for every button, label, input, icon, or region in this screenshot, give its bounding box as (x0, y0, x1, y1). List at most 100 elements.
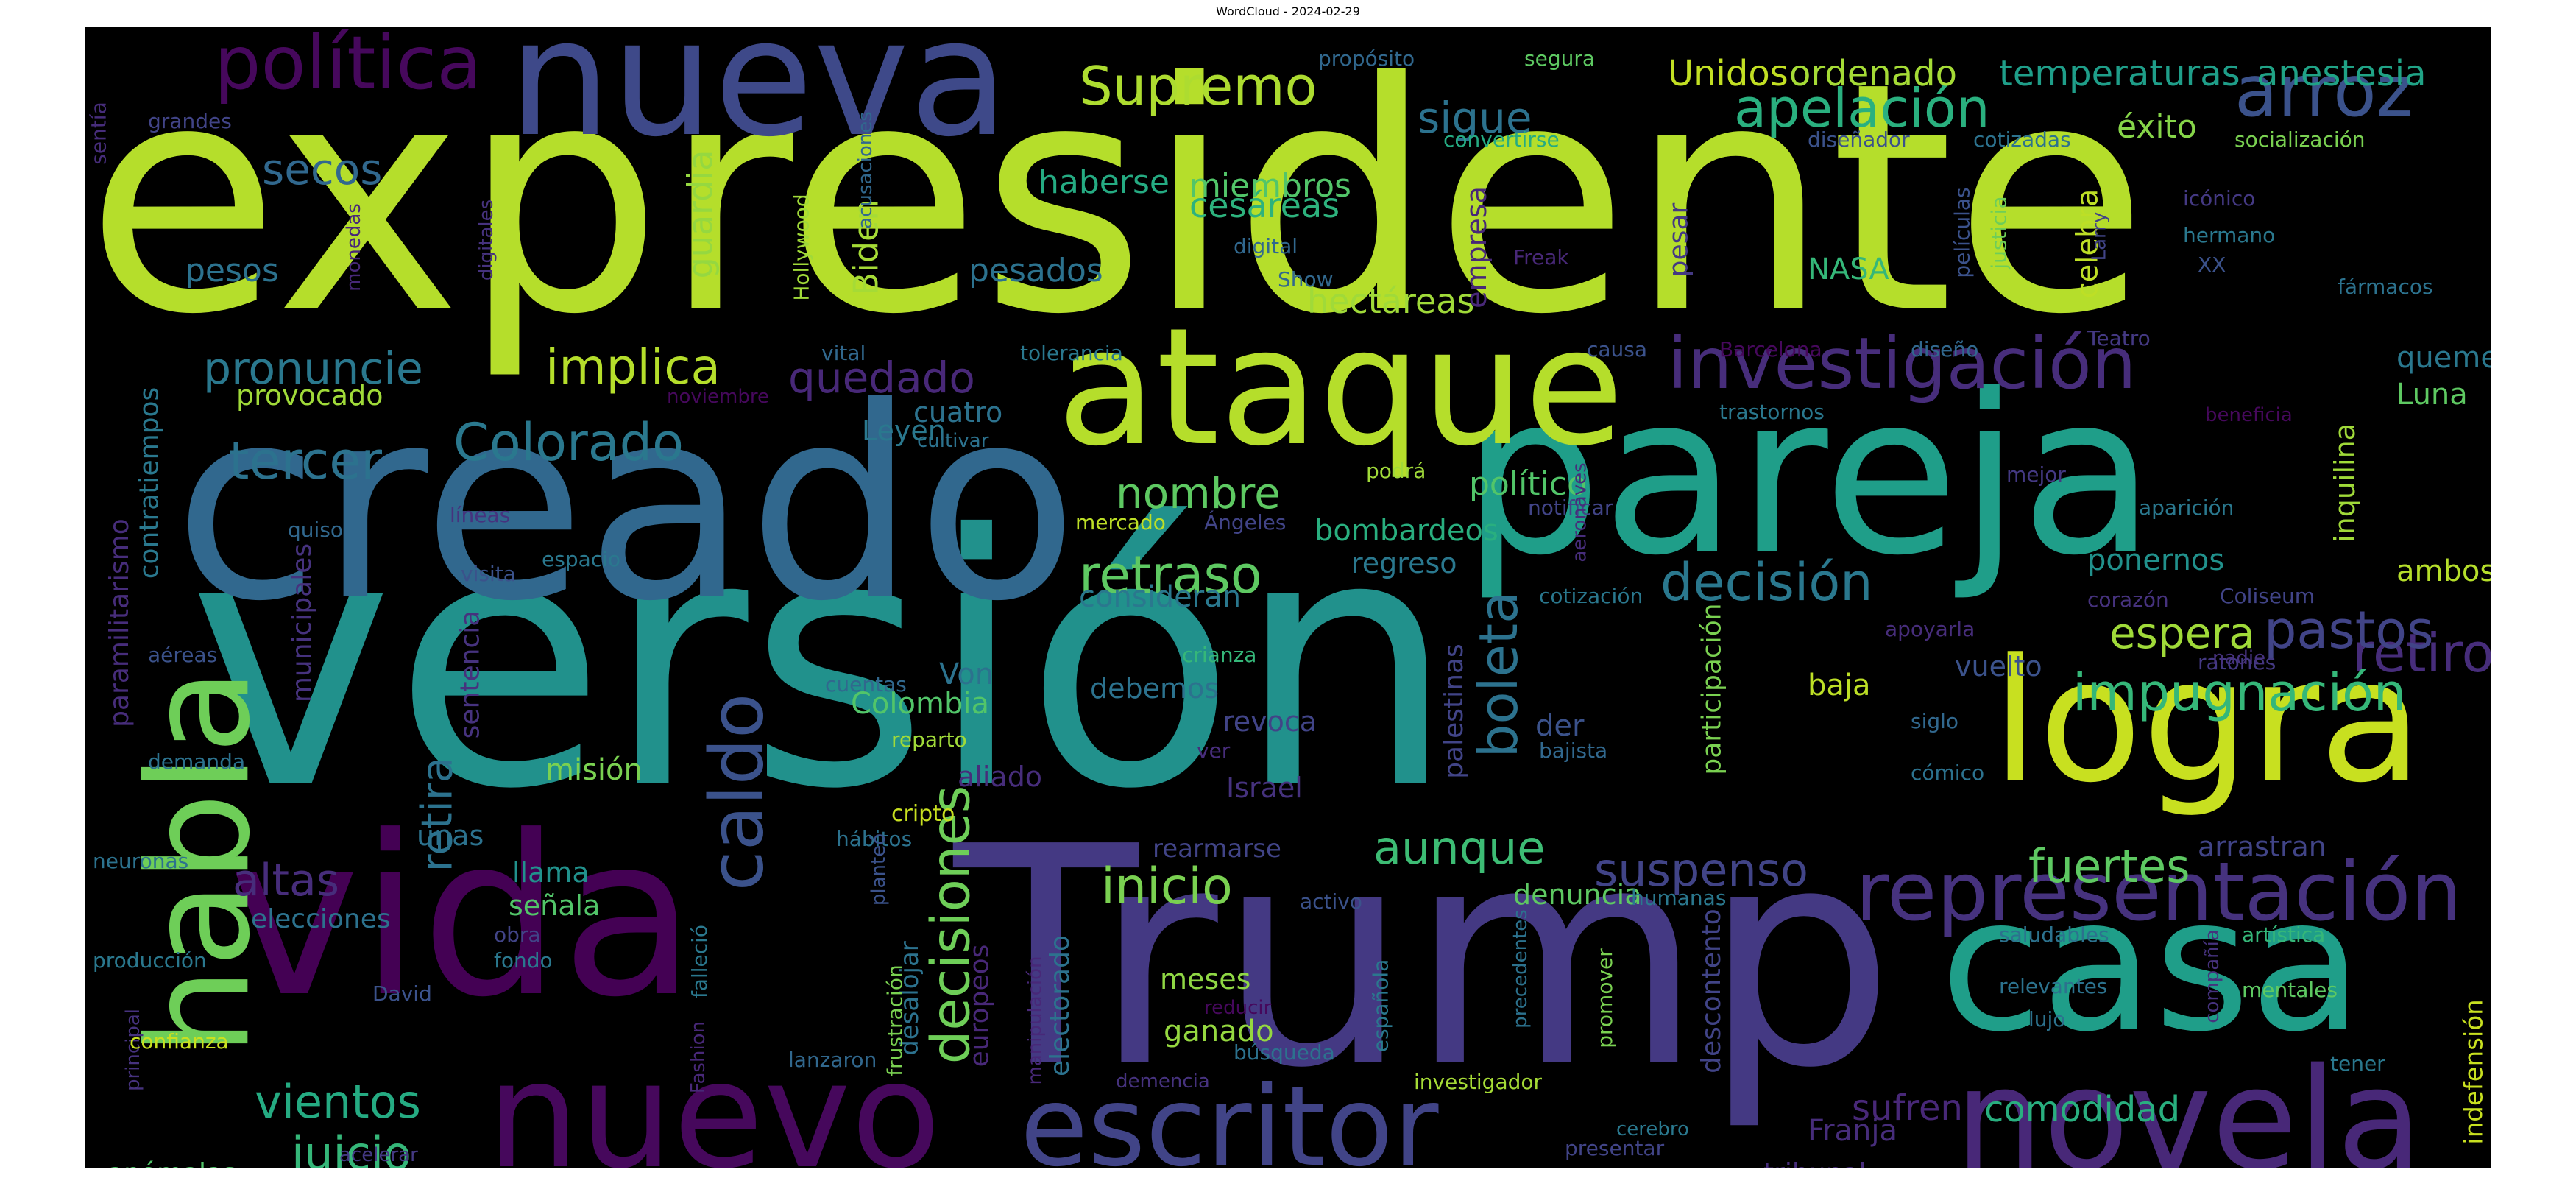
word-cripto: cripto (891, 801, 955, 827)
word-pesos: pesos (185, 252, 279, 289)
word-diseno: diseño (1911, 337, 1979, 361)
word-monedas: monedas (342, 203, 365, 292)
word-altas: altas (233, 855, 339, 906)
word-hollywood: Hollywood (789, 194, 814, 301)
word-grandes: grandes (148, 109, 232, 133)
word-unas: unas (417, 819, 484, 852)
word-europeos: europeos (963, 944, 994, 1068)
word-promover: promover (1592, 948, 1617, 1048)
word-mercado: mercado (1075, 510, 1166, 535)
word-juicio: juicio (291, 1126, 411, 1168)
word-sentia: sentía (86, 102, 111, 165)
word-pastos: pastos (2264, 600, 2434, 660)
word-relevantes: relevantes (1999, 974, 2108, 998)
word-vida: vida (229, 789, 697, 1045)
word-creado: creado (174, 350, 1078, 659)
word-novela: novela (1955, 1038, 2423, 1168)
word-bombardeos: bombardeos (1314, 514, 1498, 548)
word-disenador: diseñador (1808, 127, 1910, 152)
word-bajista: bajista (1539, 738, 1608, 763)
word-fondo: fondo (494, 948, 553, 973)
word-apelacion: apelación (1734, 77, 1990, 139)
word-version: versión (188, 462, 1456, 864)
word-socializacion: socialización (2234, 127, 2366, 152)
word-digital: digital (1234, 234, 1298, 258)
word-comico: cómico (1911, 761, 1985, 785)
word-retraso: retraso (1079, 545, 1262, 605)
word-ganado: ganado (1164, 1015, 1274, 1048)
word-pronuncie: pronuncie (203, 343, 423, 395)
word-demencia: demencia (1116, 1071, 1210, 1093)
word-compania: compañía (2201, 929, 2223, 1023)
wordcloud-canvas: expresidente versión Trump creado pareja vida… (85, 27, 2491, 1168)
word-supremo: Supremo (1079, 55, 1317, 117)
word-anomalas: anómalas (107, 1160, 236, 1168)
word-aereas: aéreas (148, 643, 218, 667)
word-casa: casa (1940, 858, 2363, 1072)
word-planteo: planteó (868, 833, 891, 906)
word-arroz: arroz (2234, 50, 2414, 133)
word-secos: secos (262, 144, 383, 194)
word-ordenado: ordenado (1789, 53, 1957, 94)
word-luna: Luna (2396, 378, 2468, 412)
word-espera: espera (2109, 608, 2255, 658)
word-logra: logra (1992, 624, 2424, 820)
word-retira: retira (411, 756, 461, 872)
word-ratones: ratones (2198, 650, 2276, 674)
word-quedado: quedado (788, 353, 975, 403)
word-causa: causa (1587, 337, 1648, 361)
word-saludables: saludables (1999, 923, 2109, 947)
word-suspenso: suspenso (1594, 843, 1808, 897)
word-guardia: guardia (679, 149, 720, 279)
word-demanda: demanda (148, 750, 246, 774)
word-barcelona: Barcelona (1719, 337, 1822, 361)
word-corazon: corazón (2087, 588, 2169, 612)
word-politica: política (214, 27, 482, 106)
word-nueva: nueva (509, 27, 1009, 172)
word-colorado: Colorado (453, 412, 684, 473)
word-cerebro: cerebro (1616, 1118, 1689, 1140)
figure-title: WordCloud - 2024-02-29 (1216, 4, 1360, 18)
word-reparto: reparto (891, 727, 967, 752)
word-tener: tener (2330, 1051, 2385, 1076)
word-aliado: aliado (958, 761, 1043, 793)
word-tribunal: tribunal (1763, 1160, 1866, 1168)
word-regreso: regreso (1351, 547, 1457, 579)
word-rearmarse: rearmarse (1153, 834, 1281, 864)
word-revoca: revoca (1222, 705, 1317, 738)
word-debemos: debemos (1090, 672, 1220, 705)
word-notificar: notificar (1528, 495, 1613, 520)
word-llama: llama (512, 856, 590, 889)
word-nadie: nadie (2212, 647, 2266, 669)
word-palestinas: palestinas (1438, 643, 1469, 779)
word-justicia: justicia (1986, 196, 2011, 269)
word-cultivar: cultivar (917, 430, 989, 452)
word-ambos: ambos (2396, 554, 2491, 588)
word-decision: decisión (1660, 552, 1873, 613)
word-anestesia: anestesia (2257, 53, 2427, 94)
word-implica: implica (545, 339, 721, 395)
word-hermano: hermano (2183, 223, 2276, 247)
word-cotizacion: cotización (1539, 584, 1643, 608)
word-aunque: aunque (1373, 821, 1546, 875)
word-von: Von (939, 657, 994, 691)
word-manipulacion: manipulación (1024, 956, 1047, 1085)
word-podra: podrá (1366, 459, 1426, 483)
word-busqueda: búsqueda (1234, 1040, 1335, 1065)
word-digitales: digitales (475, 199, 498, 281)
word-acusaciones: acusaciones (854, 111, 877, 229)
word-convertirse: convertirse (1443, 127, 1560, 152)
word-mejor: mejor (2006, 462, 2066, 487)
word-cesareas: cesáreas (1189, 186, 1340, 225)
word-representacion: representación (1855, 844, 2463, 939)
word-vuelto: vuelto (1955, 650, 2042, 683)
word-iconico: icónico (2183, 186, 2256, 211)
word-mentales: mentales (2242, 978, 2338, 1002)
word-habitos: hábitos (836, 827, 913, 851)
word-comodidad: comodidad (1984, 1089, 2181, 1130)
word-noviembre: noviembre (667, 386, 769, 408)
word-lujo: lujo (2028, 1007, 2066, 1031)
word-israel: Israel (1226, 772, 1303, 804)
word-pareja: pareja (1462, 347, 2156, 604)
word-tercer: tercer (229, 431, 383, 491)
